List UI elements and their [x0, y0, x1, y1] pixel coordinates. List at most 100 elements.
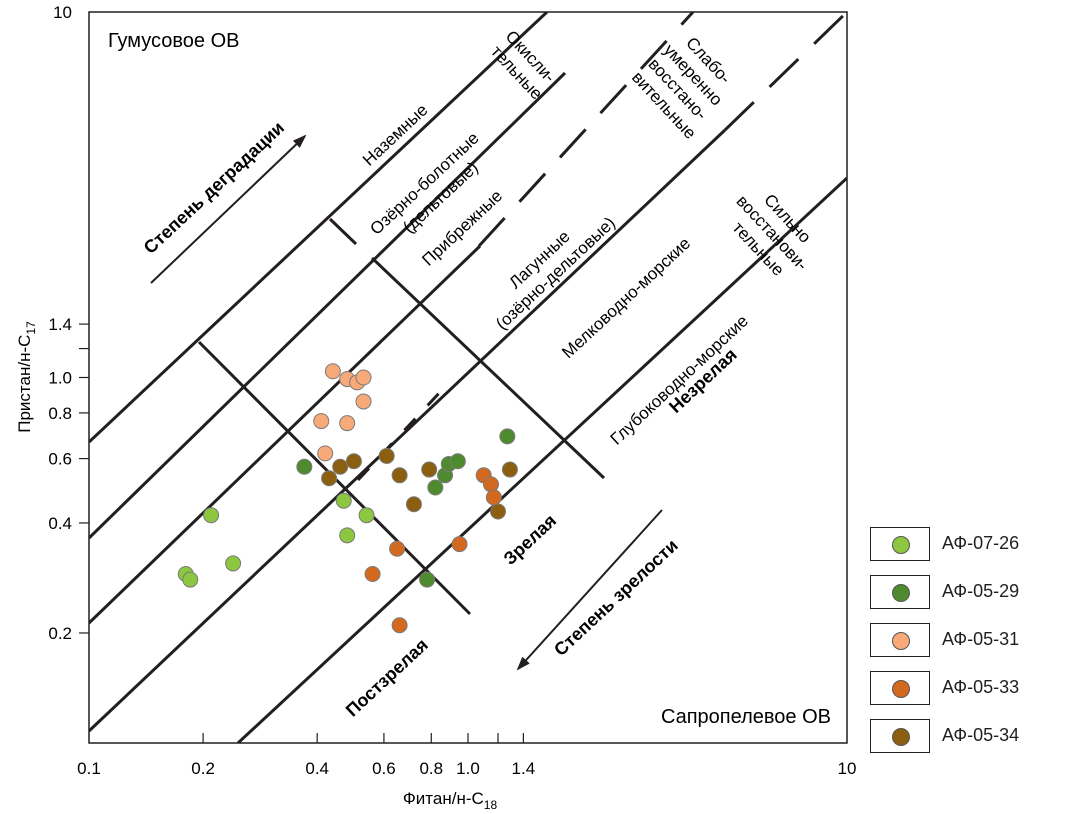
legend-swatch-box — [870, 671, 930, 705]
scatter-points — [177, 363, 518, 634]
corner-label-humic: Гумусовое ОВ — [108, 30, 239, 52]
boundary-line-5 — [236, 176, 847, 743]
maturity-label-mature: Зрелая — [500, 510, 561, 568]
legend-swatch-box — [870, 623, 930, 657]
y-tick-label: 10 — [53, 3, 72, 22]
data-point — [419, 571, 436, 588]
data-point — [313, 413, 330, 430]
y-tick-label: 0.8 — [48, 404, 72, 423]
legend-swatch-box — [870, 719, 930, 753]
legend-item: АФ-05-34 — [870, 719, 1070, 767]
y-tick-label: 1.0 — [48, 369, 72, 388]
data-point — [332, 458, 349, 475]
data-point — [499, 428, 516, 445]
data-point — [225, 555, 242, 572]
data-point — [339, 415, 356, 432]
legend-item: АФ-05-29 — [870, 575, 1070, 623]
y-tick-label: 0.6 — [48, 450, 72, 469]
redox-label-strongly-reducing: Сильно восстанови- тельные — [717, 177, 830, 292]
redox-label-oxidizing: Окисли- тельные — [486, 27, 562, 104]
boundary-line-4 — [89, 128, 727, 733]
x-tick-label: 0.4 — [305, 759, 329, 778]
x-tick-label: 0.6 — [372, 759, 396, 778]
svg-text:Наземные: Наземные — [359, 100, 431, 169]
legend: АФ-07-26 АФ-05-29 АФ-05-31 АФ-05-33 АФ-05-34 — [870, 527, 1070, 767]
legend-swatch — [892, 632, 910, 650]
data-point — [391, 467, 408, 484]
data-point — [182, 571, 199, 588]
data-point — [358, 507, 375, 524]
maturity-arrow — [516, 509, 663, 671]
legend-swatch — [892, 728, 910, 746]
data-point — [324, 363, 341, 380]
data-point — [451, 536, 468, 553]
data-point — [391, 617, 408, 634]
maturity-tick — [328, 217, 358, 246]
x-tick-label: 1.0 — [456, 759, 480, 778]
x-tick-label: 10 — [838, 759, 857, 778]
legend-swatch-box — [870, 575, 930, 609]
data-point — [378, 447, 395, 464]
x-tick-label: 0.1 — [77, 759, 101, 778]
corner-label-sapropelic: Сапропелевое ОВ — [661, 706, 831, 728]
data-point — [355, 393, 372, 410]
boundary-line-2 — [89, 71, 567, 540]
data-point — [421, 461, 438, 478]
svg-text:Окисли- тельные: Окисли- тельные — [486, 27, 562, 104]
data-point — [501, 461, 518, 478]
data-point — [485, 489, 502, 506]
boundary-line-3-dashed — [477, 12, 695, 248]
boundary-lines — [89, 12, 847, 743]
degradation-arrow-label: Степень деградации — [140, 117, 288, 257]
legend-item: АФ-05-33 — [870, 671, 1070, 719]
svg-text:Зрелая: Зрелая — [500, 510, 561, 568]
data-point — [405, 496, 422, 513]
degradation-arrow — [150, 134, 307, 284]
data-point — [490, 503, 507, 520]
data-point — [296, 458, 313, 475]
x-axis-ticks: 0.1 0.2 0.4 0.6 0.8 1.0 1.4 10 — [77, 733, 856, 778]
environment-label-terrestrial: Наземные — [359, 100, 431, 169]
x-tick-label: 1.4 — [512, 759, 536, 778]
data-point — [389, 540, 406, 557]
svg-text:Сильно восстанови-: Сильно восстанови- тельные — [717, 177, 830, 292]
legend-label: АФ-05-33 — [942, 677, 1020, 697]
y-axis-ticks: 0.2 0.4 0.6 0.8 1.0 1.4 10 — [48, 3, 89, 643]
legend-swatch — [892, 680, 910, 698]
data-point — [345, 453, 362, 470]
data-point — [335, 492, 352, 509]
boundary-line-4-dashed — [723, 12, 847, 132]
legend-item: АФ-07-26 — [870, 527, 1070, 575]
y-tick-label: 0.2 — [48, 624, 72, 643]
x-axis-title: Фитан/н-C18 — [403, 789, 498, 812]
maturity-dashed-segment — [356, 388, 444, 482]
data-point — [364, 565, 381, 582]
y-axis-title: Пристан/н-C17 — [15, 321, 38, 433]
data-point — [449, 453, 466, 470]
svg-text:Степень зрелости: Степень зрелости — [550, 535, 682, 660]
legend-swatch-box — [870, 527, 930, 561]
data-point — [483, 476, 500, 493]
legend-label: АФ-05-29 — [942, 581, 1020, 601]
y-tick-label: 1.4 — [48, 315, 72, 334]
legend-label: АФ-05-31 — [942, 629, 1020, 649]
x-tick-label: 0.2 — [191, 759, 215, 778]
data-point — [317, 445, 334, 462]
y-tick-label: 0.4 — [48, 514, 72, 533]
maturity-line-upper — [370, 256, 606, 480]
legend-item: АФ-05-31 — [870, 623, 1070, 671]
data-point — [203, 507, 220, 524]
maturity-arrow-label: Степень зрелости — [550, 535, 682, 660]
legend-label: АФ-07-26 — [942, 533, 1020, 553]
data-point — [355, 369, 372, 386]
maturity-label-postmature: Постзрелая — [342, 635, 432, 721]
data-point — [339, 527, 356, 544]
legend-swatch — [892, 584, 910, 602]
data-point — [321, 470, 338, 487]
svg-text:Степень деградации: Степень деградации — [140, 117, 288, 257]
boundary-line-3 — [89, 244, 482, 625]
legend-swatch — [892, 536, 910, 554]
x-tick-label: 0.8 — [419, 759, 443, 778]
legend-label: АФ-05-34 — [942, 725, 1020, 745]
